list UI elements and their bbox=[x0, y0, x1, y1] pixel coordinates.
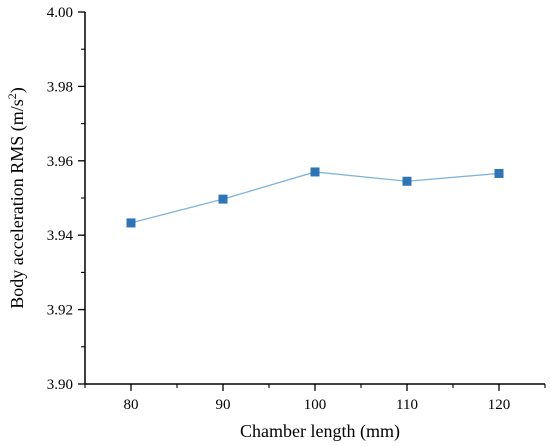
x-tick-label: 110 bbox=[396, 397, 418, 413]
y-tick-label: 3.92 bbox=[47, 303, 73, 319]
y-axis-title-end: ) bbox=[7, 87, 28, 93]
x-tick-label: 90 bbox=[216, 397, 231, 413]
x-axis-title: Chamber length (mm) bbox=[240, 421, 400, 442]
data-point bbox=[310, 167, 320, 177]
y-axis-title: Body acceleration RMS (m/s2) bbox=[5, 87, 28, 308]
data-point bbox=[494, 168, 504, 178]
data-point bbox=[402, 176, 412, 186]
y-axis-title-main: Body acceleration RMS (m/s bbox=[7, 99, 28, 308]
x-tick-label: 100 bbox=[304, 397, 327, 413]
axes bbox=[84, 12, 545, 385]
series bbox=[126, 167, 504, 228]
x-ticks: 80 90 100 110 120 bbox=[84, 384, 546, 413]
y-tick-label: 3.94 bbox=[47, 228, 74, 244]
y-axis-title-superscript: 2 bbox=[5, 93, 19, 99]
y-tick-label: 3.96 bbox=[47, 154, 74, 170]
y-ticks: 3.90 3.92 3.94 3.96 3.98 4.00 bbox=[47, 5, 85, 393]
data-point bbox=[218, 194, 228, 204]
y-tick-label: 3.98 bbox=[47, 79, 73, 95]
x-tick-label: 120 bbox=[488, 397, 511, 413]
data-point bbox=[126, 218, 136, 228]
y-tick-label: 3.90 bbox=[47, 377, 73, 393]
series-line bbox=[130, 171, 500, 224]
y-tick-label: 4.00 bbox=[47, 5, 73, 21]
x-tick-label: 80 bbox=[124, 397, 139, 413]
